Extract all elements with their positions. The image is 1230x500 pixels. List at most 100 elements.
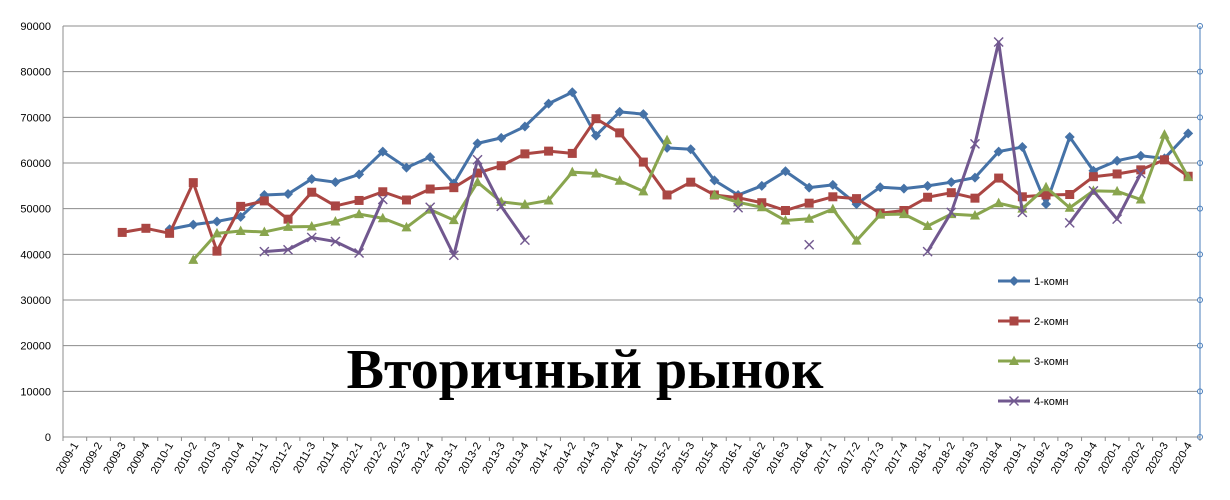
gridlines (63, 25, 1200, 392)
data-point (472, 138, 483, 149)
data-point (259, 226, 270, 236)
chart-title: Вторичный рынок (347, 339, 825, 401)
data-point (448, 214, 459, 225)
data-point (330, 177, 341, 188)
data-point (235, 211, 246, 222)
data-point (117, 227, 127, 237)
data-point (662, 190, 672, 200)
data-point (638, 157, 648, 167)
data-point (472, 154, 483, 165)
legend-label: 4-комн (1034, 396, 1068, 408)
data-point (354, 169, 365, 180)
data-point (519, 235, 530, 246)
data-point (780, 215, 791, 225)
x-marker-stroke (733, 202, 744, 213)
x-marker-stroke (330, 236, 341, 247)
data-point (756, 180, 767, 191)
data-point (354, 195, 364, 205)
y-tick-label: 20000 (20, 341, 51, 353)
data-point (993, 36, 1004, 47)
x-marker-stroke (1009, 396, 1019, 406)
data-point (993, 197, 1004, 208)
data-point (543, 98, 554, 109)
y-tick-label: 70000 (20, 112, 51, 124)
data-point (733, 202, 744, 213)
data-point (969, 210, 980, 220)
data-point (543, 194, 554, 205)
data-point (852, 194, 862, 204)
data-point (425, 152, 436, 163)
data-point (1041, 199, 1052, 210)
data-point (1064, 131, 1075, 142)
data-point (946, 177, 957, 188)
y-tick-label: 40000 (20, 249, 51, 261)
x-marker-stroke (1135, 168, 1146, 179)
data-point (875, 182, 886, 193)
x-marker-stroke (946, 207, 957, 218)
data-point (590, 168, 601, 178)
data-point (994, 173, 1004, 183)
series-line (121, 117, 1190, 253)
data-point (519, 199, 530, 209)
x-marker-stroke (969, 138, 980, 149)
data-point (141, 223, 151, 233)
data-point (211, 227, 222, 238)
data-point (567, 166, 578, 177)
data-point (969, 138, 980, 149)
data-point (1135, 194, 1146, 204)
data-point (377, 194, 388, 205)
data-point (591, 114, 601, 124)
data-point (1088, 185, 1099, 196)
data-point (354, 208, 365, 219)
data-point (709, 175, 720, 186)
data-point (804, 239, 815, 250)
data-point (662, 134, 673, 145)
data-point (330, 215, 341, 226)
data-point (188, 219, 199, 230)
x-marker-stroke (1017, 207, 1028, 218)
data-point (1112, 155, 1123, 166)
data-point (1135, 150, 1146, 161)
data-point (211, 216, 222, 227)
y-axis-right (1197, 23, 1203, 440)
legend: 1-комн 2-комн 3-комн 4-комн (998, 276, 1068, 408)
x-marker-stroke (425, 202, 436, 213)
data-point (1136, 165, 1146, 175)
data-point (946, 188, 956, 198)
data-point (685, 144, 696, 155)
data-point (165, 228, 175, 238)
data-point (1064, 217, 1075, 228)
data-point (188, 178, 198, 188)
data-point (614, 106, 625, 117)
series-line (264, 198, 385, 255)
x-marker-stroke (519, 235, 530, 246)
series-line (1068, 172, 1143, 224)
data-point (638, 109, 649, 120)
data-point (804, 198, 814, 208)
data-point (1017, 207, 1028, 218)
data-point (780, 166, 791, 177)
data-point (377, 146, 388, 157)
data-point (354, 247, 365, 258)
data-point (283, 244, 294, 255)
data-point (307, 187, 317, 197)
x-marker-stroke (1088, 185, 1099, 196)
data-point (283, 189, 294, 200)
data-point (401, 221, 412, 232)
legend-item-4: 4-комн (998, 396, 1068, 408)
data-point (283, 221, 294, 231)
data-point (827, 179, 838, 190)
data-point (236, 201, 246, 211)
data-point (1088, 172, 1098, 182)
data-point (686, 177, 696, 187)
y-tick-label: 60000 (20, 158, 51, 170)
data-point (472, 176, 483, 187)
data-point (780, 205, 790, 215)
legend-item-2: 2-комн (998, 316, 1068, 328)
y-tick-label: 0 (45, 432, 51, 444)
data-point (377, 212, 388, 223)
data-point (306, 173, 317, 184)
data-point (1112, 185, 1123, 196)
